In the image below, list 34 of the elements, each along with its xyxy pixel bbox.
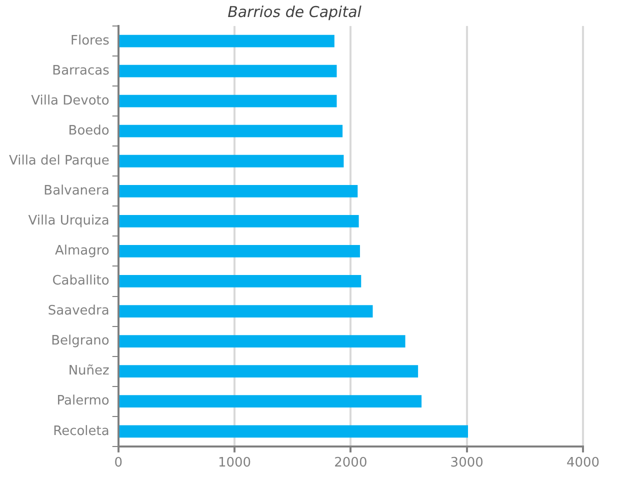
bar xyxy=(119,335,406,348)
y-tick-label: Barracas xyxy=(52,63,110,78)
y-tick-label: Villa Devoto xyxy=(31,93,110,108)
bar xyxy=(119,365,418,378)
bar xyxy=(119,94,337,108)
y-tick-label: Flores xyxy=(70,33,110,48)
y-tick-label: Villa Urquiza xyxy=(28,214,110,229)
bar xyxy=(119,184,358,198)
x-tick-label: 4000 xyxy=(566,456,600,471)
x-tick-label: 3000 xyxy=(450,456,484,471)
y-tick-label: Recoleta xyxy=(53,424,110,439)
bar xyxy=(119,64,337,78)
x-tick-label: 0 xyxy=(114,456,123,471)
y-tick-label: Villa del Parque xyxy=(8,154,110,169)
y-tick-label: Belgrano xyxy=(51,334,110,349)
y-tick-label: Almagro xyxy=(54,244,110,259)
x-tick-label: 1000 xyxy=(218,456,252,471)
bar xyxy=(119,425,468,438)
y-tick-label: Caballito xyxy=(52,274,110,289)
chart-title: Barrios de Capital xyxy=(228,2,362,21)
y-tick-label: Palermo xyxy=(56,394,110,409)
bar xyxy=(119,154,344,168)
bar xyxy=(119,245,360,258)
bar xyxy=(119,395,422,408)
bar xyxy=(119,305,373,318)
y-tick-label: Boedo xyxy=(68,123,110,138)
bar xyxy=(119,34,334,48)
y-tick-label: Nuñez xyxy=(68,364,110,379)
y-tick-label: Balvanera xyxy=(44,184,110,199)
bar xyxy=(119,275,362,288)
bar xyxy=(119,124,343,138)
y-tick-label: Saavedra xyxy=(48,304,110,319)
bar xyxy=(119,214,359,228)
x-tick-label: 2000 xyxy=(334,456,368,471)
